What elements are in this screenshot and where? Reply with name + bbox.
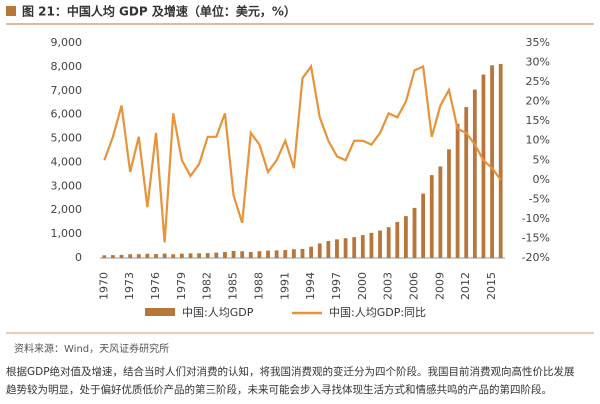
- x-tick-label: 1970: [97, 272, 110, 300]
- paragraph-line: 趋势较为明显，处于偏好优质低价产品的第三阶段，未来可能会步入寻找体现生活方式和情…: [6, 383, 552, 396]
- x-tick-label: 1976: [149, 272, 162, 300]
- bar: [412, 207, 417, 258]
- bar: [421, 193, 426, 258]
- bar: [429, 175, 434, 258]
- x-tick-label: 2000: [356, 272, 369, 300]
- bar: [223, 252, 227, 258]
- bar: [378, 230, 382, 258]
- x-tick-label: 1985: [227, 272, 240, 300]
- bar: [231, 250, 236, 258]
- bar: [283, 250, 288, 258]
- chart-title: 图 21：中国人均 GDP 及增速（单位：美元，%）: [22, 4, 296, 19]
- source: 资料来源：Wind，天风证券研究所: [14, 342, 169, 355]
- bar: [309, 246, 314, 258]
- bar: [481, 74, 486, 258]
- legend-label: 中国:人均GDP:同比: [329, 306, 426, 319]
- legend-label: 中国:人均GDP: [182, 306, 254, 319]
- x-tick-label: 1982: [201, 272, 214, 300]
- x-tick-label: 1997: [330, 272, 343, 300]
- bar: [154, 254, 158, 258]
- bar: [455, 123, 460, 258]
- bar: [464, 107, 469, 258]
- x-tick-label: 1979: [175, 272, 188, 300]
- y2-tick-label: 5%: [533, 153, 550, 166]
- bar: [326, 241, 331, 258]
- bar: [240, 251, 245, 258]
- y2-tick-label: -20%: [522, 251, 550, 264]
- bar: [162, 253, 167, 258]
- y-tick-label: 0: [75, 251, 82, 264]
- bar: [395, 221, 400, 258]
- bar: [136, 254, 141, 258]
- y-tick-label: 8,000: [51, 60, 83, 73]
- y2-tick-label: 0%: [533, 173, 550, 186]
- bar: [188, 253, 193, 258]
- bar: [472, 89, 477, 258]
- x-tick-label: 2003: [382, 272, 395, 300]
- bar: [102, 255, 107, 258]
- bar: [205, 253, 210, 258]
- bar: [386, 227, 391, 258]
- y-tick-label: 3,000: [51, 179, 83, 192]
- bar: [369, 232, 374, 258]
- x-tick-label: 2015: [485, 272, 498, 300]
- paragraph-line: 根据GDP绝对值及增速，结合当时人们对消费的认知，将我国消费观的变迁分为四个阶段…: [6, 365, 575, 378]
- y-tick-label: 4,000: [51, 155, 83, 168]
- title-icon: [6, 6, 16, 16]
- y2-tick-label: 10%: [526, 134, 550, 147]
- y2-tick-label: 35%: [526, 36, 550, 49]
- y-tick-label: 9,000: [51, 36, 83, 49]
- bar: [404, 216, 408, 258]
- bar: [197, 253, 201, 258]
- x-tick-label: 2009: [433, 272, 446, 300]
- bar: [343, 238, 348, 258]
- bar: [171, 254, 176, 258]
- bar: [447, 149, 451, 258]
- bar: [179, 253, 184, 258]
- y-tick-label: 6,000: [51, 108, 83, 121]
- y2-tick-label: 25%: [526, 75, 550, 88]
- bar: [274, 250, 279, 258]
- y2-tick-label: 20%: [526, 95, 550, 108]
- bar: [248, 251, 253, 258]
- bar: [300, 248, 305, 258]
- x-tick-label: 1973: [123, 272, 136, 300]
- bar: [335, 239, 339, 258]
- y-tick-label: 5,000: [51, 132, 83, 145]
- legend-swatch: [145, 308, 175, 316]
- bar: [119, 254, 124, 258]
- bar: [128, 254, 133, 258]
- bar: [352, 237, 357, 258]
- bar: [214, 252, 219, 258]
- bar: [317, 243, 322, 258]
- y-tick-label: 2,000: [51, 203, 83, 216]
- y2-tick-label: -10%: [522, 212, 550, 225]
- y-tick-label: 7,000: [51, 84, 83, 97]
- bar: [111, 255, 115, 258]
- x-tick-label: 2012: [459, 272, 472, 300]
- bar: [360, 235, 365, 258]
- bar: [291, 249, 296, 258]
- x-tick-label: 1988: [252, 272, 265, 300]
- y2-tick-label: -15%: [522, 231, 550, 244]
- bar: [498, 63, 503, 258]
- bar: [438, 166, 443, 258]
- line: [103, 63, 502, 243]
- bar: [266, 250, 270, 258]
- x-tick-label: 1991: [278, 272, 291, 300]
- x-tick-label: 2006: [408, 272, 421, 300]
- y2-tick-label: -5%: [529, 192, 550, 205]
- y2-tick-label: 15%: [526, 114, 550, 127]
- bar: [145, 253, 150, 258]
- y2-tick-label: 30%: [526, 56, 550, 69]
- y-tick-label: 1,000: [51, 227, 83, 240]
- bar: [490, 65, 494, 258]
- x-tick-label: 1994: [304, 272, 317, 300]
- bar: [257, 251, 262, 258]
